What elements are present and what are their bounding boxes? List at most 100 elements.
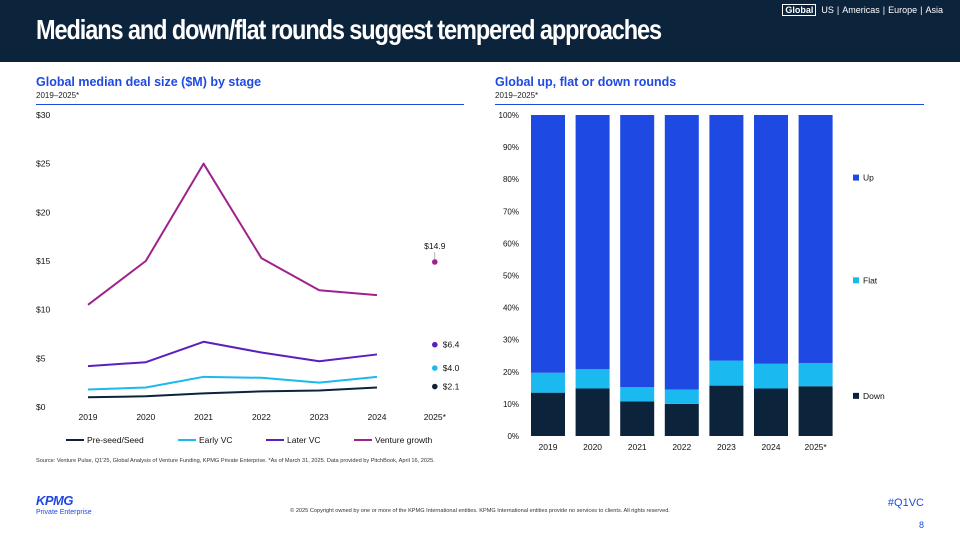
right-chart-subtitle: 2019–2025* <box>495 91 539 100</box>
y-tick-label: 0% <box>507 432 519 441</box>
series-line <box>87 340 378 368</box>
line-chart: $0 $5 $10 $15 $20 $25 $30 2019 2020 2021 2022 2023 2… <box>36 110 460 445</box>
kpmg-logo: KPMG Private Enterprise <box>36 493 92 516</box>
page-number: 8 <box>918 520 924 530</box>
data-point-2025 <box>432 341 438 348</box>
region-us-link[interactable]: US <box>821 5 834 15</box>
bar-segment <box>754 363 788 389</box>
x-tick-label: 2019 <box>539 442 558 452</box>
left-chart-subtitle: 2019–2025* <box>36 91 80 100</box>
x-tick-label: 2020 <box>136 412 155 422</box>
bar-segment <box>531 392 565 436</box>
bar-segment <box>798 386 833 436</box>
logo-subtitle: Private Enterprise <box>36 509 92 516</box>
bar-segment <box>709 360 744 386</box>
bar-chart: 0% 10% 20% 30% 40% 50% 60% 70% 80% 90% 100% 2019 202… <box>499 111 885 452</box>
legend-swatch <box>853 174 859 181</box>
logo-wordmark: KPMG <box>36 493 73 508</box>
region-separator: | <box>882 5 886 15</box>
x-tick-label: 2025* <box>424 412 447 422</box>
legend-swatch <box>853 277 859 284</box>
y-tick-label: 50% <box>503 272 519 281</box>
bar-segment <box>754 388 788 436</box>
y-tick-label: $10 <box>36 305 50 315</box>
bar-segment <box>620 387 655 402</box>
data-point-2025 <box>432 365 438 371</box>
y-tick-label: $25 <box>36 159 50 169</box>
copyright-note: © 2025 Copyright owned by one or more of… <box>290 508 670 514</box>
y-tick-label: 10% <box>503 400 519 409</box>
left-chart-title: Global median deal size ($M) by stage <box>36 75 262 89</box>
x-tick-label: 2025* <box>804 442 827 452</box>
bar-segment <box>798 115 833 364</box>
y-tick-label: $20 <box>36 207 50 217</box>
bar-segment <box>620 115 655 388</box>
region-nav: Global US | Americas | Europe | Asia <box>782 4 946 16</box>
x-tick-label: 2024 <box>368 412 387 422</box>
bar-segment <box>709 115 744 361</box>
legend-label: Up <box>863 173 874 183</box>
bar-segment <box>575 388 610 436</box>
bar-segment <box>575 369 610 389</box>
region-asia-link[interactable]: Asia <box>925 5 943 15</box>
series-line <box>87 162 378 306</box>
x-tick-label: 2019 <box>79 412 98 422</box>
legend-label: Down <box>863 391 885 401</box>
bar-segment <box>798 363 833 387</box>
hashtag[interactable]: #Q1VC <box>887 497 924 509</box>
x-tick-label: 2023 <box>717 442 736 452</box>
y-tick-label: 100% <box>499 111 519 120</box>
y-tick-label: 20% <box>503 368 519 377</box>
left-chart-rule <box>36 104 464 105</box>
data-label-2025: $2.1 <box>443 382 460 392</box>
bar-segment <box>664 389 699 404</box>
series-line <box>87 375 378 391</box>
x-tick-label: 2021 <box>194 412 213 422</box>
region-europe-link[interactable]: Europe <box>888 5 918 15</box>
bar-segment <box>664 115 699 390</box>
y-tick-label: $30 <box>36 110 50 120</box>
x-tick-label: 2022 <box>252 412 271 422</box>
legend-label: Venture growth <box>375 435 432 445</box>
source-note: Source: Venture Pulse, Q1'25, Global Ana… <box>36 458 435 464</box>
legend-label: Later VC <box>287 435 321 445</box>
y-tick-label: 70% <box>503 207 519 216</box>
legend-label: Early VC <box>199 435 233 445</box>
region-separator: | <box>836 5 840 15</box>
region-americas-link[interactable]: Americas <box>842 5 880 15</box>
right-chart-title: Global up, flat or down rounds <box>495 75 677 89</box>
y-tick-label: 80% <box>503 175 519 184</box>
y-tick-label: 90% <box>503 143 519 152</box>
data-label-2025: $4.0 <box>443 363 460 373</box>
bar-segment <box>575 115 610 370</box>
data-label-2025: $6.4 <box>443 340 460 350</box>
right-chart-rule <box>495 104 924 105</box>
bar-segment <box>620 401 655 436</box>
bar-segment <box>664 403 699 436</box>
legend-label: Flat <box>863 275 878 285</box>
y-tick-label: $15 <box>36 256 50 266</box>
x-tick-label: 2021 <box>628 442 647 452</box>
bar-segment <box>709 385 744 436</box>
x-tick-label: 2022 <box>672 442 691 452</box>
x-tick-label: 2020 <box>583 442 602 452</box>
y-tick-label: 60% <box>503 239 519 248</box>
y-tick-label: $0 <box>36 402 46 412</box>
bar-segment <box>531 115 565 373</box>
y-tick-label: 30% <box>503 336 519 345</box>
y-tick-label: $5 <box>36 353 46 363</box>
series-line <box>87 386 378 399</box>
region-global-link[interactable]: Global <box>782 4 817 16</box>
y-tick-label: 40% <box>503 304 519 313</box>
legend-label: Pre-seed/Seed <box>87 435 144 445</box>
bar-segment <box>754 115 788 364</box>
x-tick-label: 2023 <box>310 412 329 422</box>
header-bar: Medians and down/flat rounds suggest tem… <box>0 0 960 62</box>
x-tick-label: 2024 <box>762 442 781 452</box>
data-point-2025 <box>432 259 438 265</box>
data-point-2025 <box>432 383 438 390</box>
bar-segment <box>531 372 565 393</box>
region-separator: | <box>920 5 923 15</box>
legend-swatch <box>853 392 859 399</box>
data-label-2025: $14.9 <box>424 241 446 251</box>
